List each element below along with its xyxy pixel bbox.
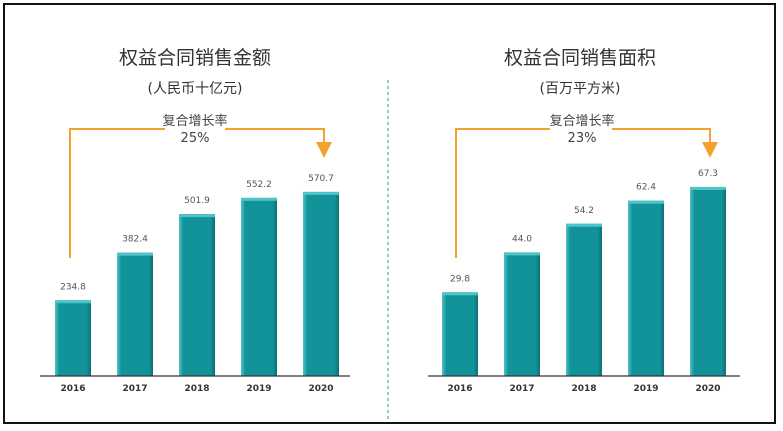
bar-top-highlight: [504, 252, 540, 256]
bar-top-highlight: [442, 292, 478, 296]
bar-2020: [303, 191, 339, 376]
bar-2019: [628, 200, 664, 376]
chart-subtitle: (人民币十亿元): [148, 81, 243, 97]
x-tick-label: 2018: [184, 384, 209, 394]
bar-2018: [566, 223, 602, 376]
x-tick-label: 2017: [509, 384, 534, 394]
chart-title: 权益合同销售金额: [119, 47, 271, 69]
bar-2018: [179, 214, 215, 376]
data-label: 552.2: [246, 180, 272, 190]
bar-top-highlight: [566, 223, 602, 227]
data-label: 54.2: [574, 206, 594, 216]
cagr-label: 复合增长率: [549, 113, 614, 129]
data-label: 44.0: [512, 234, 532, 244]
bar-series: 29.8 2016 44.0 2017 54.2 2018 62.4 2019 67.3 2020: [442, 169, 726, 394]
chart-subtitle: (百万平方米): [540, 81, 621, 97]
x-tick-label: 2018: [571, 384, 596, 394]
chart-panel-sales-area: 权益合同销售面积 (百万平方米) 复合增长率 23% 29.8201644.02…: [428, 47, 740, 394]
data-label: 29.8: [450, 274, 470, 284]
cagr-label: 复合增长率: [162, 113, 227, 129]
x-tick-label: 2016: [447, 384, 472, 394]
bar-top-highlight: [690, 186, 726, 190]
data-label: 382.4: [122, 235, 148, 245]
bar-2017: [504, 252, 540, 376]
cagr-arrow: [455, 128, 710, 258]
bar-top-highlight: [303, 191, 339, 195]
cagr-arrow: [69, 128, 324, 258]
bar-2019: [241, 197, 277, 376]
data-label: 67.3: [698, 169, 718, 179]
chart-title: 权益合同销售面积: [504, 47, 656, 69]
x-tick-label: 2020: [308, 384, 333, 394]
x-tick-label: 2016: [60, 384, 85, 394]
data-label: 234.8: [60, 282, 86, 292]
x-tick-label: 2020: [695, 384, 720, 394]
data-label: 501.9: [184, 196, 210, 206]
bar-2020: [690, 186, 726, 376]
bar-series: 234.8 2016 382.4 2017 501.9 2018 552.2 2019 570.…: [55, 174, 339, 394]
bar-top-highlight: [241, 197, 277, 201]
bar-top-highlight: [628, 200, 664, 204]
x-tick-label: 2019: [633, 384, 658, 394]
x-tick-label: 2019: [246, 384, 271, 394]
bar-2017: [117, 252, 153, 376]
bar-2016: [55, 300, 91, 376]
cagr-value: 25%: [181, 131, 210, 146]
x-tick-label: 2017: [122, 384, 147, 394]
bar-top-highlight: [55, 300, 91, 304]
data-label: 570.7: [308, 174, 334, 184]
chart-panel-sales-amount: 权益合同销售金额 (人民币十亿元) 复合增长率 25% 234.8 2016 382…: [40, 47, 350, 394]
data-label: 62.4: [636, 183, 656, 193]
bar-2016: [442, 292, 478, 376]
bar-top-highlight: [117, 252, 153, 256]
bar-top-highlight: [179, 214, 215, 218]
cagr-value: 23%: [568, 131, 597, 146]
